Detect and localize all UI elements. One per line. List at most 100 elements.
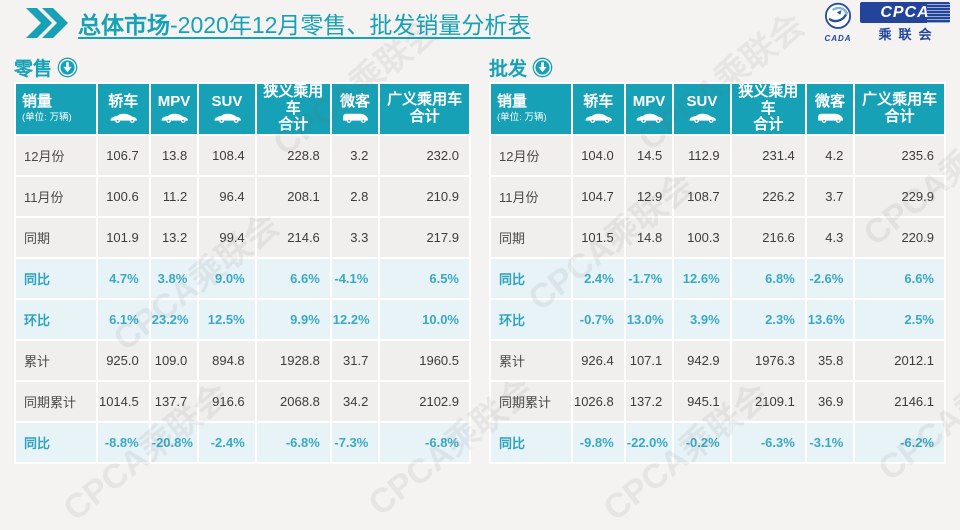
- data-cell: 12.5%: [199, 299, 255, 339]
- data-cell: 34.2: [331, 381, 379, 421]
- data-cell: 13.0%: [625, 299, 673, 339]
- column-header: 狭义乘用车 合计: [256, 83, 330, 134]
- data-cell: 2.8: [331, 176, 379, 216]
- table-row: 同比 2.4% -1.7% 12.6% 6.8% -2.6% 6.6%: [491, 258, 944, 298]
- data-cell: 1928.8: [256, 340, 330, 380]
- column-label: 轿车: [583, 92, 614, 110]
- row-label: 同比: [16, 422, 96, 462]
- data-cell: 3.9%: [674, 299, 730, 339]
- car-icon: [573, 111, 624, 124]
- data-cell: -9.8%: [572, 422, 624, 462]
- data-cell: 13.8: [150, 135, 198, 175]
- wholesale-section-head: 批发: [489, 54, 946, 80]
- data-cell: -20.8%: [150, 422, 198, 462]
- data-cell: 4.7%: [97, 258, 149, 298]
- data-cell: 229.9: [855, 176, 944, 216]
- data-cell: -2.4%: [199, 422, 255, 462]
- data-cell: 3.2: [331, 135, 379, 175]
- data-cell: 232.0: [380, 135, 469, 175]
- car-icon: [151, 111, 198, 124]
- data-cell: 35.8: [806, 340, 854, 380]
- retail-section-head: 零售: [14, 54, 471, 80]
- column-header: 广义乘用车 合计: [380, 84, 469, 134]
- data-cell: 31.7: [331, 340, 379, 380]
- data-cell: 216.6: [731, 217, 805, 257]
- sales-header-cell: 销量 (单位: 万辆): [491, 84, 571, 134]
- data-cell: 11.2: [150, 176, 198, 216]
- table-row: 同比 4.7% 3.8% 9.0% 6.6% -4.1% 6.5%: [16, 258, 469, 298]
- column-label: 微客: [815, 92, 846, 110]
- van-icon: [807, 111, 854, 124]
- column-label: SUV: [686, 92, 718, 110]
- column-label: SUV: [211, 92, 243, 110]
- data-cell: -0.2%: [674, 422, 730, 462]
- logo-cada-text: CADA: [824, 34, 852, 43]
- data-cell: 217.9: [380, 217, 469, 257]
- column-label: 广义乘用车: [862, 91, 938, 109]
- page-title-strong: 总体市场: [78, 12, 170, 38]
- data-cell: 926.4: [572, 340, 624, 380]
- data-cell: 137.7: [150, 381, 198, 421]
- column-label: 狭义乘用车: [263, 83, 324, 117]
- data-cell: 12.6%: [674, 258, 730, 298]
- data-cell: 9.0%: [199, 258, 255, 298]
- data-cell: 3.7: [806, 176, 854, 216]
- row-label: 12月份: [16, 135, 96, 175]
- row-label: 11月份: [491, 176, 571, 216]
- row-label: 同期累计: [491, 381, 571, 421]
- van-icon: [332, 111, 379, 124]
- wholesale-table: 销量 (单位: 万辆) 轿车 MPV SUV 狭义乘用车 合计 微客 广义乘用车 合计 12月份 10…: [489, 82, 946, 464]
- page-title: 总体市场-2020年12月零售、批发销量分析表: [78, 6, 530, 40]
- column-label: 合计: [753, 116, 784, 133]
- cpca-logo-text-block: CPCA 乘联会: [860, 2, 950, 43]
- row-label: 累计: [491, 340, 571, 380]
- wholesale-section: 批发 销量 (单位: 万辆) 轿车 MPV SUV 狭义乘用车 合计 微客 广义乘用车 合计 12月…: [489, 54, 946, 464]
- column-label: 狭义乘用车: [738, 83, 799, 117]
- data-cell: 2.4%: [572, 258, 624, 298]
- data-cell: 6.5%: [380, 258, 469, 298]
- column-header: SUV: [199, 84, 255, 134]
- data-cell: 101.9: [97, 217, 149, 257]
- header-row: 销量 (单位: 万辆) 轿车 MPV SUV 狭义乘用车 合计 微客 广义乘用车 合计: [491, 83, 944, 134]
- data-cell: -8.8%: [97, 422, 149, 462]
- table-row: 同期累计 1014.5 137.7 916.6 2068.8 34.2 2102.9: [16, 381, 469, 421]
- data-cell: 2146.1: [855, 381, 944, 421]
- data-cell: 104.7: [572, 176, 624, 216]
- data-cell: 12.9: [625, 176, 673, 216]
- data-cell: 36.9: [806, 381, 854, 421]
- column-label: 轿车: [108, 92, 139, 110]
- column-header: 轿车: [97, 84, 149, 134]
- column-header: MPV: [625, 84, 673, 134]
- data-cell: 13.2: [150, 217, 198, 257]
- data-cell: -6.2%: [855, 422, 944, 462]
- data-cell: 2102.9: [380, 381, 469, 421]
- data-cell: 10.0%: [380, 299, 469, 339]
- data-cell: -7.3%: [331, 422, 379, 462]
- column-label: 合计: [884, 107, 915, 125]
- column-label: 微客: [340, 92, 371, 110]
- data-cell: 231.4: [731, 135, 805, 175]
- data-cell: 100.3: [674, 217, 730, 257]
- car-icon: [98, 111, 149, 124]
- car-icon: [626, 111, 673, 124]
- table-row: 环比 -0.7% 13.0% 3.9% 2.3% 13.6% 2.5%: [491, 299, 944, 339]
- table-row: 同比 -8.8% -20.8% -2.4% -6.8% -7.3% -6.8%: [16, 422, 469, 462]
- row-label: 同期: [491, 217, 571, 257]
- data-cell: 235.6: [855, 135, 944, 175]
- globe-swoosh-icon: [824, 2, 852, 29]
- data-cell: 1960.5: [380, 340, 469, 380]
- page: { "header": { "title_strong": "总体市场", "t…: [14, 2, 960, 529]
- page-title-rest: -2020年12月零售、批发销量分析表: [170, 12, 531, 38]
- data-cell: 112.9: [674, 135, 730, 175]
- data-cell: 1976.3: [731, 340, 805, 380]
- row-label: 同期累计: [16, 381, 96, 421]
- data-cell: 210.9: [380, 176, 469, 216]
- column-label: MPV: [157, 92, 191, 110]
- sales-header-cell: 销量 (单位: 万辆): [16, 84, 96, 134]
- data-cell: 2.5%: [855, 299, 944, 339]
- data-cell: 2068.8: [256, 381, 330, 421]
- column-label: 广义乘用车: [387, 91, 463, 109]
- sales-label: 销量: [22, 93, 53, 111]
- data-cell: 228.8: [256, 135, 330, 175]
- data-cell: 1014.5: [97, 381, 149, 421]
